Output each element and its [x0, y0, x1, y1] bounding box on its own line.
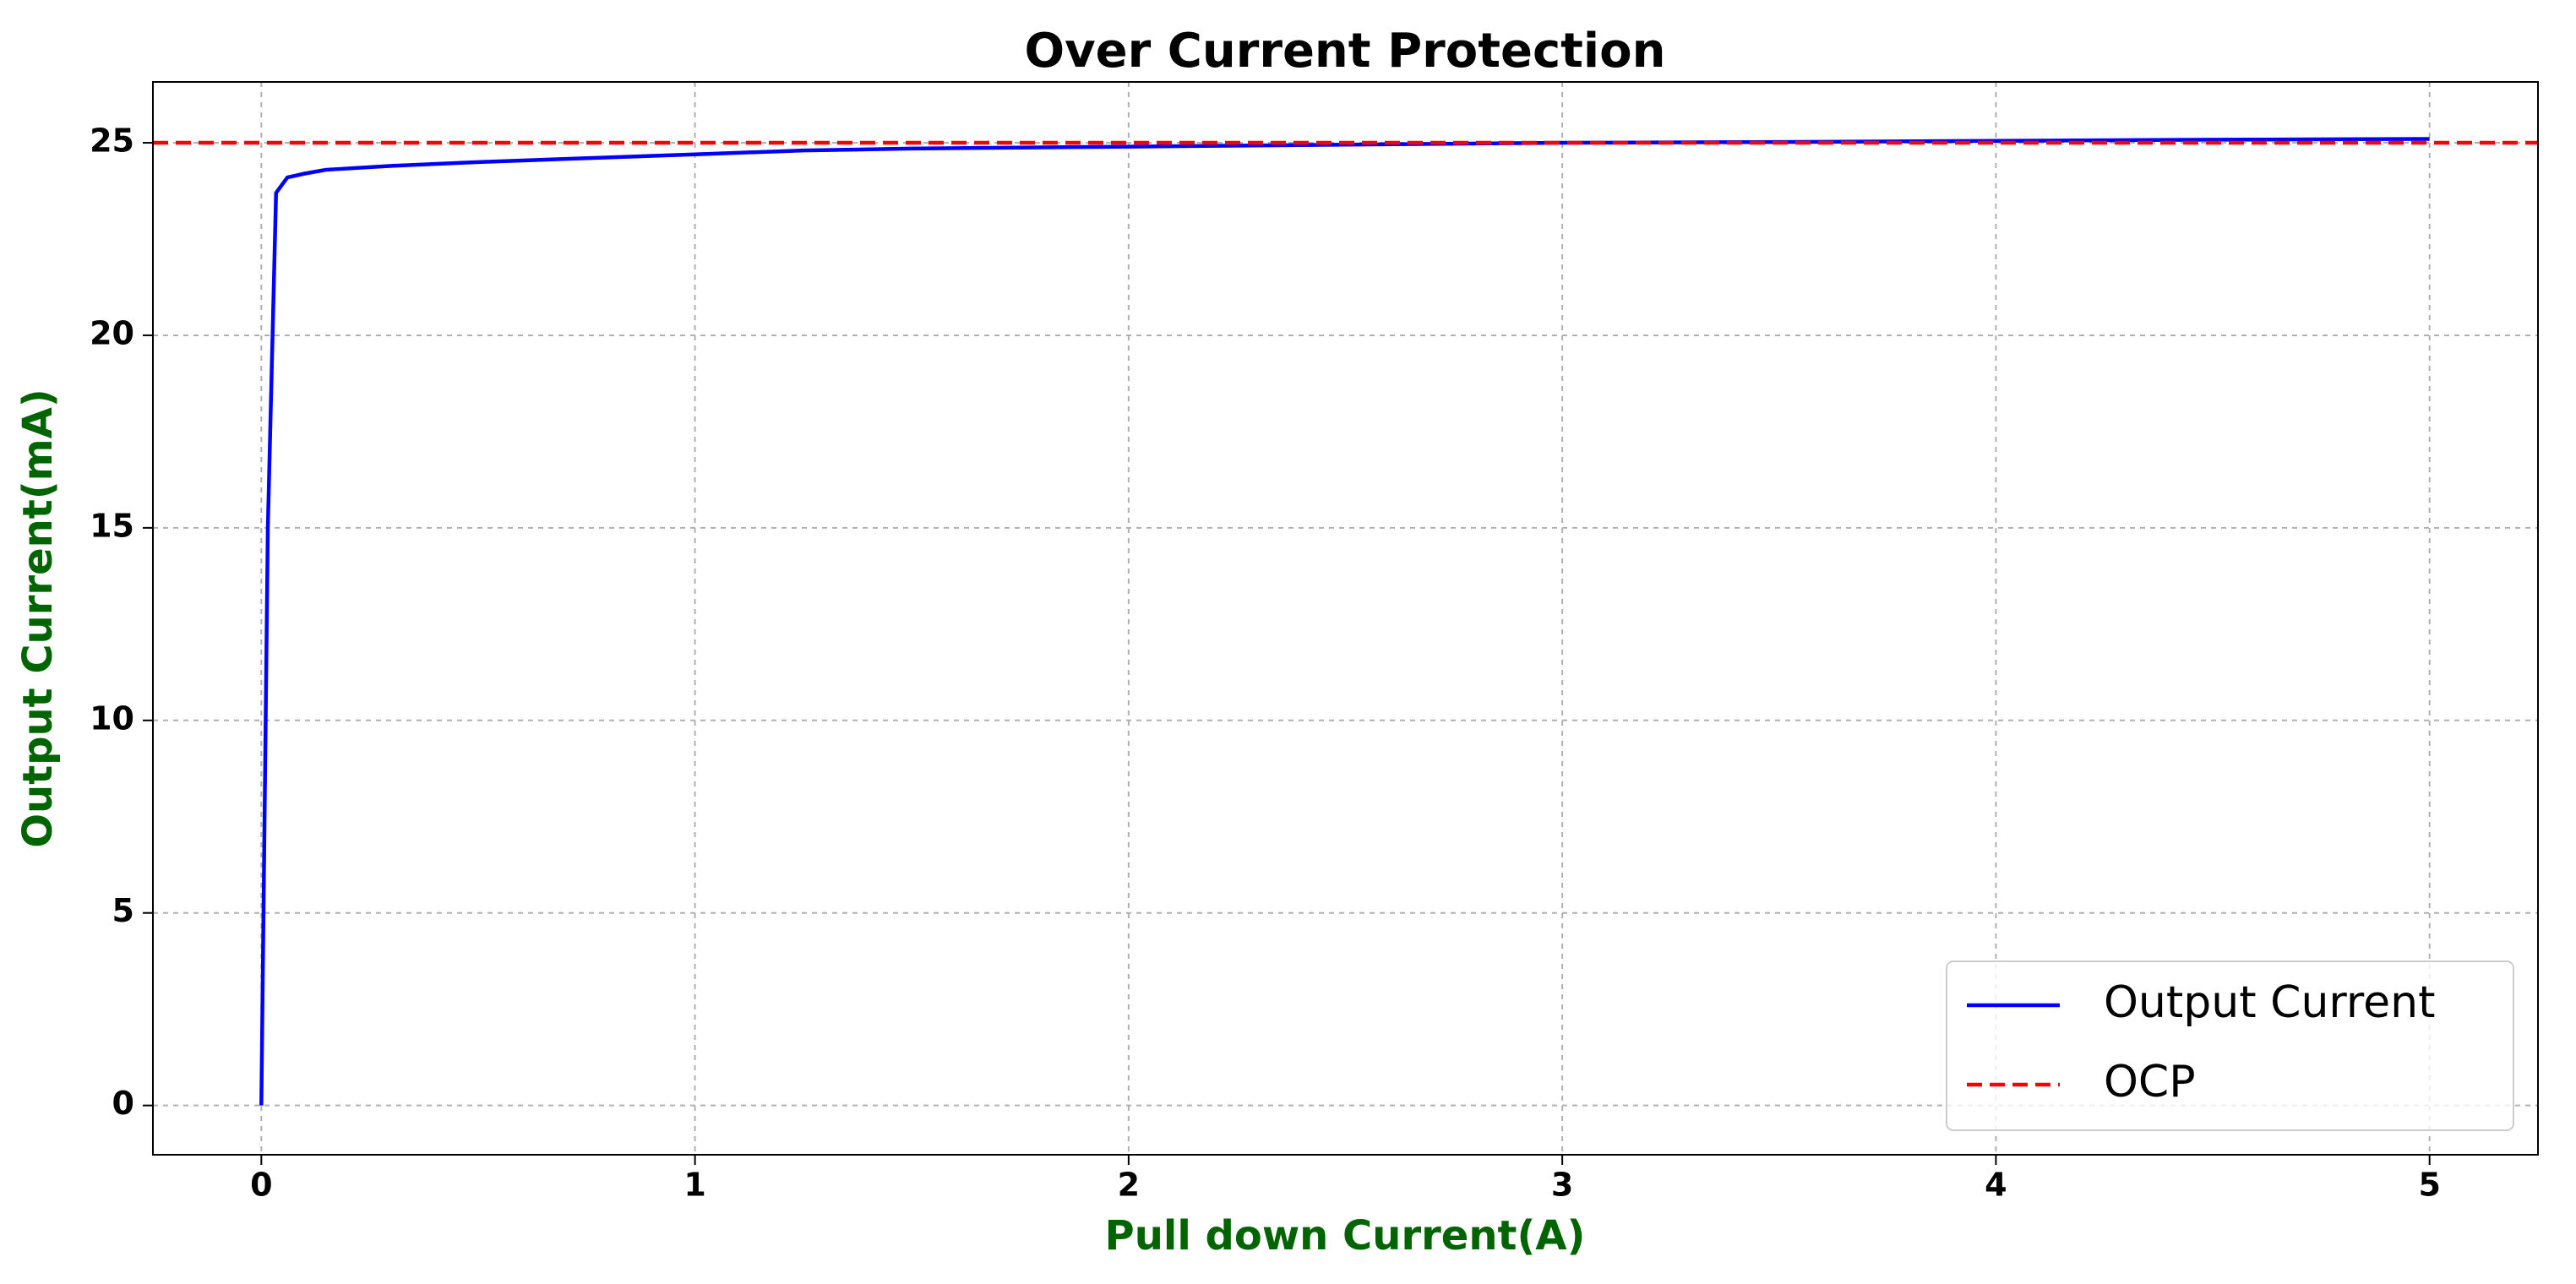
x-tick-label: 1 — [683, 1167, 705, 1204]
x-tick-label: 2 — [1118, 1167, 1140, 1204]
x-axis-label: Pull down Current(A) — [1105, 1212, 1586, 1260]
chart-title: Over Current Protection — [1025, 24, 1666, 79]
y-tick-label: 5 — [112, 892, 134, 929]
x-tick-label: 3 — [1551, 1167, 1573, 1204]
y-axis-label: Output Current(mA) — [14, 389, 62, 848]
y-tick-label: 20 — [90, 314, 134, 351]
x-tick-label: 0 — [250, 1167, 272, 1204]
x-tick-label: 4 — [1985, 1167, 2007, 1204]
y-tick-label: 0 — [112, 1085, 134, 1122]
legend-label: OCP — [2104, 1057, 2196, 1107]
plot-frame — [152, 81, 2539, 1156]
y-tick-label: 15 — [90, 507, 134, 544]
x-tick-label: 5 — [2418, 1167, 2440, 1204]
y-tick-label: 10 — [90, 699, 134, 737]
legend-label: Output Current — [2104, 977, 2435, 1028]
legend-box — [1946, 960, 2514, 1131]
y-tick-label: 25 — [90, 122, 134, 160]
